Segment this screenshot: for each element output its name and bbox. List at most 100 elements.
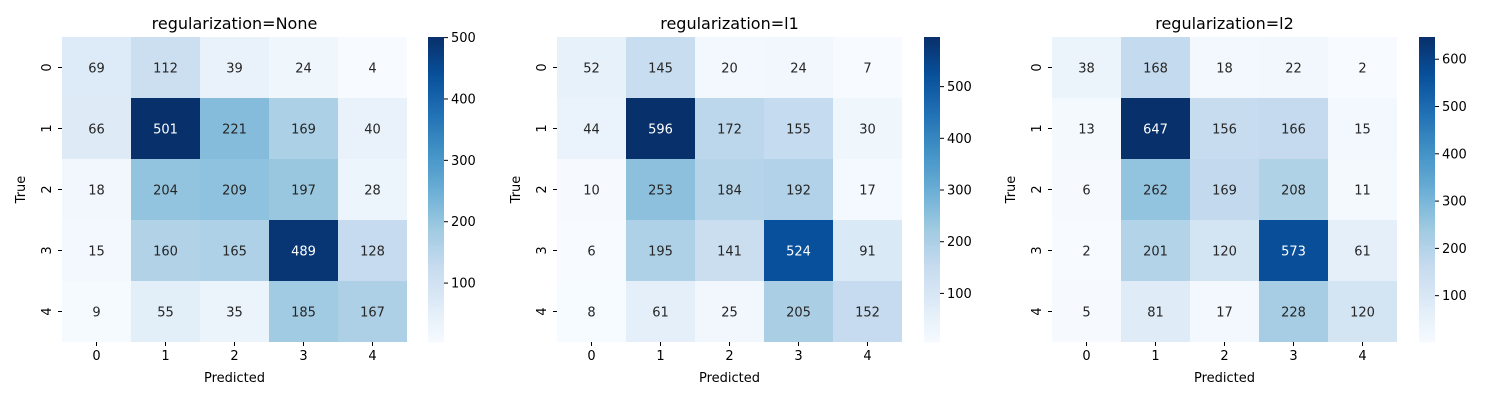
colorbar-segment (924, 275, 940, 280)
colorbar-segment (428, 141, 444, 145)
x-tick-label: 1 (161, 349, 169, 364)
heatmap-cell-label: 141 (717, 245, 742, 260)
colorbar-segment (428, 283, 444, 287)
colorbar-segment (428, 245, 444, 249)
y-tick-label: 2 (40, 185, 55, 193)
colorbar-segment (428, 82, 444, 86)
heatmap-cell (557, 37, 626, 98)
heatmap-cell (1190, 37, 1259, 98)
colorbar-segment (428, 275, 444, 280)
colorbar-segment (924, 108, 940, 112)
heatmap-cell (833, 220, 902, 281)
heatmap-cell (833, 98, 902, 159)
heatmap-cell-label: 20 (721, 62, 738, 77)
heatmap-cell (1052, 220, 1121, 281)
heatmap-cell (764, 98, 833, 159)
colorbar-segment (428, 291, 444, 295)
heatmap-cell (200, 281, 269, 342)
colorbar-segment (428, 77, 444, 81)
colorbar-segment (924, 179, 940, 183)
colorbar-segment (1419, 253, 1435, 257)
colorbar-segment (1419, 37, 1435, 41)
x-tick-label: 1 (1151, 349, 1159, 364)
colorbar-segment (924, 189, 940, 193)
heatmap-cell (200, 98, 269, 159)
colorbar-segment (924, 169, 940, 173)
y-tick-label: 3 (535, 246, 550, 254)
colorbar-segment (1419, 199, 1435, 203)
colorbar-segment (428, 281, 444, 285)
colorbar-segment (924, 314, 940, 318)
colorbar-segment (1419, 159, 1435, 163)
colorbar-segment (1419, 296, 1435, 300)
colorbar-segment (924, 100, 940, 104)
colorbar-segment (924, 293, 940, 297)
colorbar-tick-label: 100 (451, 277, 476, 292)
colorbar-segment (428, 321, 444, 325)
heatmap-cell-label: 596 (648, 123, 673, 138)
colorbar-segment (1419, 72, 1435, 76)
colorbar-segment (1419, 146, 1435, 150)
heatmap-cell-label: 40 (364, 123, 381, 138)
colorbar-segment (428, 133, 444, 137)
colorbar-segment (924, 151, 940, 155)
colorbar-tick-label: 100 (947, 287, 972, 302)
colorbar-segment (428, 176, 444, 180)
colorbar-segment (924, 291, 940, 295)
heatmap-cell (626, 37, 695, 98)
heatmap-cell-label: 166 (1281, 123, 1306, 138)
heatmap-cell (1259, 159, 1328, 220)
colorbar-segment (924, 220, 940, 224)
colorbar-segment (1419, 329, 1435, 333)
heatmap-cell-label: 15 (1354, 123, 1371, 138)
colorbar-segment (428, 331, 444, 335)
colorbar-segment (1419, 77, 1435, 81)
heatmap-cell (338, 159, 407, 220)
heatmap-cell-label: 208 (1281, 184, 1306, 199)
colorbar-segment (428, 306, 444, 310)
colorbar-segment (1419, 227, 1435, 231)
colorbar-segment (428, 308, 444, 313)
colorbar-segment (924, 105, 940, 109)
colorbar: 100 200 300 400 500 600 (1419, 37, 1467, 343)
colorbar-segment (924, 303, 940, 308)
colorbar-segment (1419, 164, 1435, 168)
colorbar-segment (1419, 293, 1435, 297)
colorbar-segment (428, 194, 444, 198)
heatmap-title: regularization=None (152, 14, 318, 33)
colorbar-tick-label: 400 (1442, 147, 1467, 162)
colorbar-segment (428, 138, 444, 142)
colorbar-segment (1419, 270, 1435, 274)
heatmap-cell (1328, 37, 1397, 98)
colorbar-segment (924, 240, 940, 244)
colorbar-segment (428, 209, 444, 213)
heatmap-cell-label: 9 (92, 306, 100, 321)
colorbar-segment (924, 324, 940, 328)
colorbar-segment (924, 204, 940, 208)
y-tick-label: 4 (535, 307, 550, 315)
colorbar-segment (428, 125, 444, 130)
colorbar-segment (428, 118, 444, 122)
colorbar-segment (428, 217, 444, 221)
colorbar-segment (924, 49, 940, 53)
colorbar-tick-label: 300 (1442, 195, 1467, 210)
colorbar-segment (924, 311, 940, 315)
colorbar-segment (924, 95, 940, 99)
heatmap-cell-label: 24 (790, 62, 807, 77)
colorbar-segment (1419, 120, 1435, 125)
heatmap-cell-label: 120 (1212, 245, 1237, 260)
colorbar-segment (428, 115, 444, 119)
colorbar-segment (1419, 336, 1435, 341)
colorbar-segment (428, 298, 444, 302)
colorbar-segment (428, 334, 444, 338)
colorbar-segment (428, 319, 444, 323)
colorbar-segment (924, 334, 940, 338)
colorbar-segment (428, 37, 444, 41)
colorbar-segment (924, 113, 940, 117)
colorbar-segment (428, 95, 444, 99)
heatmap-cell-label: 195 (648, 245, 673, 260)
heatmap-cell-label: 52 (583, 62, 600, 77)
heatmap-cell-label: 172 (717, 123, 742, 138)
colorbar-segment (428, 240, 444, 244)
x-axis-label: Predicted (699, 371, 760, 386)
